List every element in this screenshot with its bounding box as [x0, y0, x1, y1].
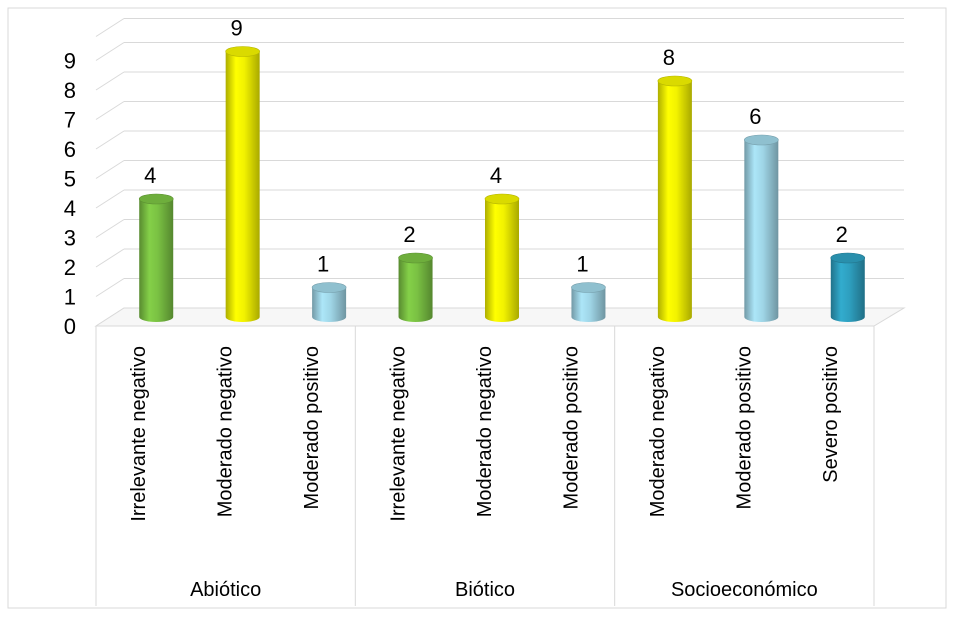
y-tick-label: 8 — [64, 78, 76, 103]
gridline-side — [95, 130, 125, 150]
y-tick-label: 3 — [64, 226, 76, 251]
bar-top — [225, 46, 260, 57]
bar-top — [744, 134, 779, 146]
data-label: 8 — [663, 45, 675, 70]
y-tick-label: 4 — [64, 196, 76, 221]
bar-top — [138, 193, 174, 205]
gridline-side — [95, 101, 125, 120]
bar — [657, 81, 692, 322]
x-tick-label: Moderado negativo — [647, 346, 669, 517]
data-label: 1 — [317, 252, 329, 277]
x-tick-label: Moderado positivo — [560, 346, 582, 509]
bar — [571, 287, 606, 322]
x-tick-label: Severo positivo — [820, 346, 842, 483]
bar-top — [830, 252, 866, 264]
gridline-side — [95, 219, 125, 238]
gridline-side — [95, 278, 125, 297]
x-tick-label: Moderado positivo — [733, 346, 755, 509]
x-group-label: Socioeconómico — [671, 579, 818, 601]
data-label: 2 — [403, 222, 415, 247]
y-tick-label: 7 — [64, 108, 76, 133]
y-tick-label: 2 — [64, 255, 76, 280]
bar — [744, 140, 779, 322]
gridline-side — [95, 248, 125, 268]
bar-top — [311, 282, 347, 293]
bar — [485, 199, 519, 322]
bar — [830, 258, 865, 322]
y-tick-label: 9 — [64, 49, 76, 74]
y-tick-label: 1 — [64, 285, 76, 310]
data-label: 1 — [576, 252, 588, 277]
bar — [312, 287, 347, 322]
y-tick-label: 5 — [64, 167, 76, 192]
bar — [139, 199, 174, 322]
data-label: 4 — [490, 163, 502, 188]
x-tick-label: Irrelevante negativo — [388, 346, 410, 522]
bar — [398, 258, 433, 322]
gridline-side — [95, 160, 125, 179]
gridline-side — [95, 189, 125, 209]
bar — [225, 51, 260, 322]
x-tick-label: Irrelevante negativo — [128, 346, 150, 522]
data-label: 9 — [231, 16, 243, 41]
y-tick-label: 0 — [64, 314, 76, 339]
x-group-label: Abiótico — [190, 579, 261, 601]
x-tick-label: Moderado positivo — [301, 346, 323, 509]
x-group-label: Biótico — [455, 579, 515, 601]
bar-top — [657, 75, 693, 87]
gridline-side — [95, 18, 125, 37]
gridline-side — [95, 42, 125, 61]
bar-top — [484, 193, 520, 205]
gridline-side — [95, 71, 125, 91]
data-label: 4 — [144, 163, 156, 188]
x-tick-label: Moderado negativo — [474, 346, 496, 517]
data-label: 2 — [836, 222, 848, 247]
bar-top — [571, 282, 606, 293]
x-tick-label: Moderado negativo — [215, 346, 237, 517]
y-tick-label: 6 — [64, 137, 76, 162]
bar-top — [398, 252, 433, 264]
data-label: 6 — [749, 104, 761, 129]
